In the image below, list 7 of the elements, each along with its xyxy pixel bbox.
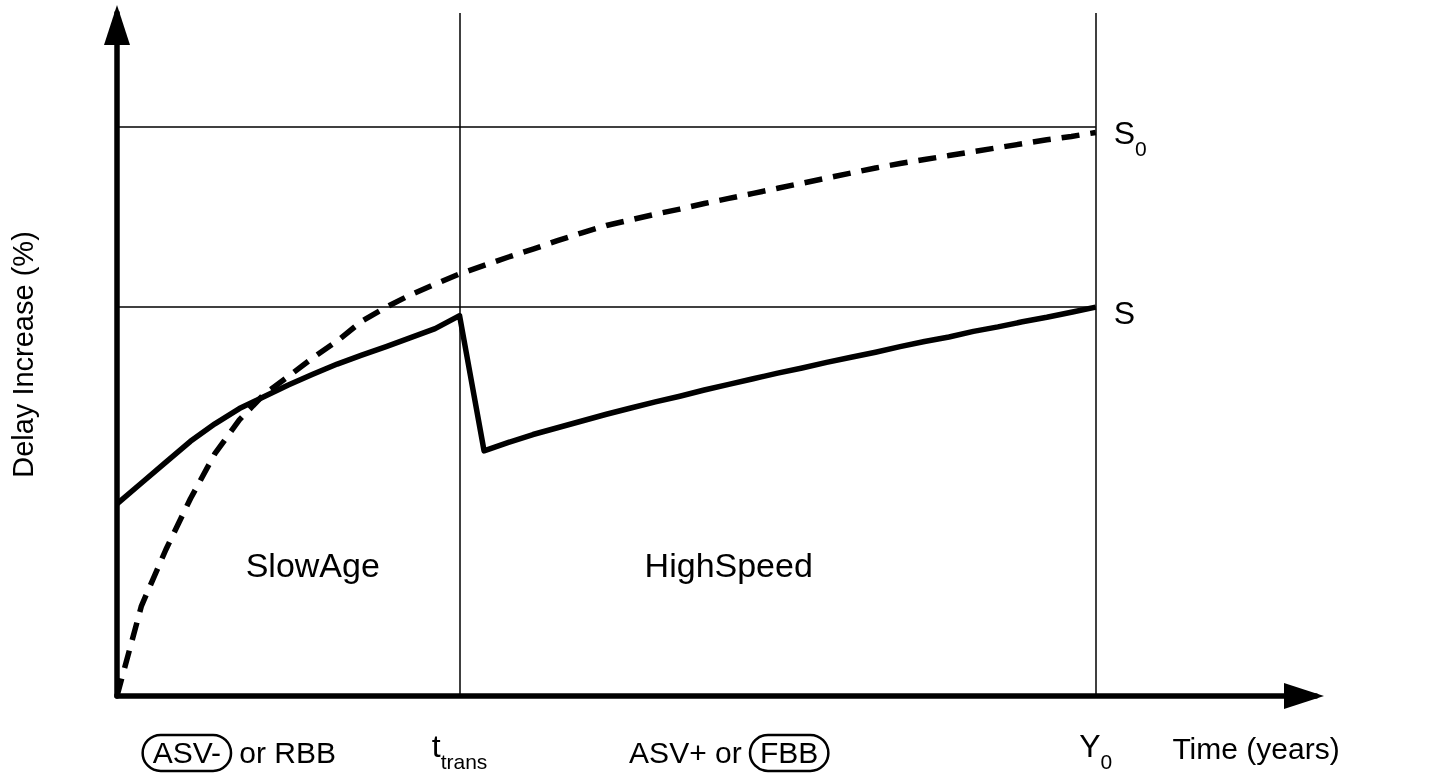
y-axis-title: Delay Increase (%) — [6, 231, 39, 478]
annotation: SlowAge — [245, 546, 380, 585]
annotation: HighSpeed — [644, 546, 813, 585]
ref-line-label: S — [1113, 295, 1136, 332]
text: ASV- or RBB — [152, 736, 337, 770]
x-axis-title: Time (years) — [1172, 731, 1340, 765]
text: ASV+ or FBB — [629, 736, 819, 770]
